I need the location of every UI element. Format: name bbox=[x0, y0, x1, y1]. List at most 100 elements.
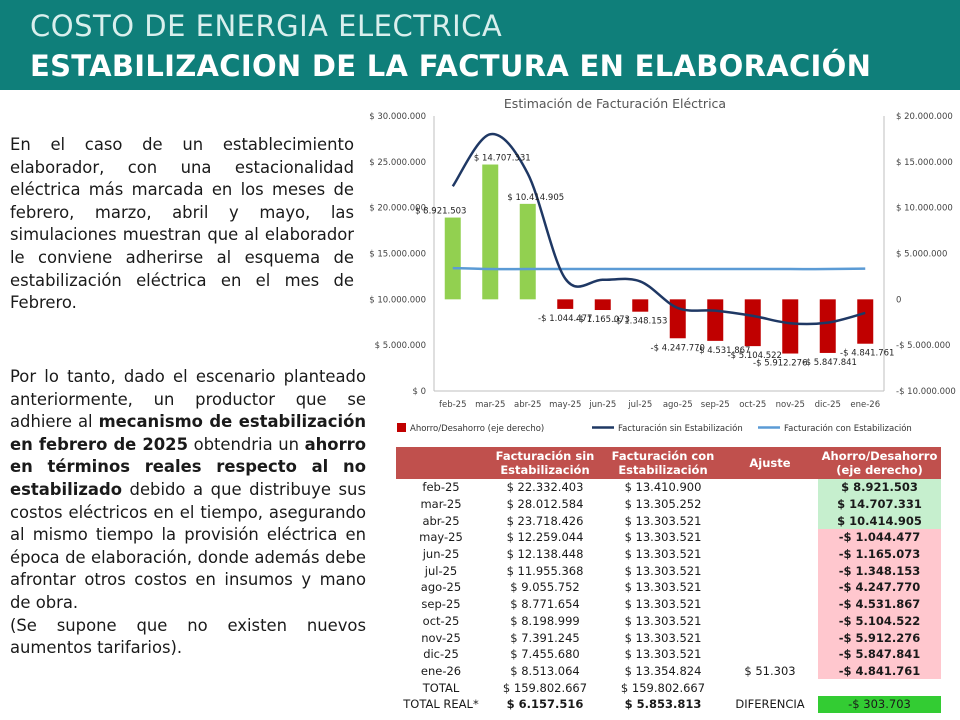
conclusion-bold-mechanism: mecanismo de estabilización en febrero d… bbox=[10, 412, 366, 454]
cell-con-estabilizacion: $ 13.303.521 bbox=[624, 513, 702, 528]
cell-con-estabilizacion: $ 13.303.521 bbox=[624, 547, 702, 562]
x-axis-tick: oct-25 bbox=[739, 400, 766, 410]
line-con-estabilizacion bbox=[452, 266, 866, 271]
cell-month: dic-25 bbox=[423, 647, 459, 662]
assumption-note: (Se supone que no existen nuevos aumento… bbox=[10, 615, 366, 658]
cell-total-real-sin: $ 6.157.516 bbox=[506, 697, 584, 712]
x-axis-tick: sep-25 bbox=[701, 400, 730, 410]
cell-ajuste bbox=[722, 546, 818, 563]
legend-swatch-ahorro bbox=[397, 423, 406, 432]
left-axis-tick: $ 15.000.000 bbox=[369, 250, 426, 260]
cell-ajuste bbox=[722, 613, 818, 630]
table-header-sin: Facturación sin Estabilización bbox=[486, 447, 604, 479]
data-label: $ 14.707.331 bbox=[474, 154, 531, 164]
cell-sin-estabilizacion: $ 7.391.245 bbox=[510, 630, 580, 645]
cell-con-estabilizacion: $ 13.305.252 bbox=[624, 497, 702, 512]
cell-ajuste bbox=[722, 579, 818, 596]
legend-label-sin: Facturación sin Estabilización bbox=[618, 423, 743, 434]
x-axis-tick: abr-25 bbox=[514, 400, 541, 410]
cell-total-label: TOTAL bbox=[422, 680, 460, 695]
cell-difference-value: -$ 303.703 bbox=[818, 695, 941, 713]
paragraph-conclusion: Por lo tanto, dado el escenario plantead… bbox=[10, 366, 366, 660]
left-axis-tick: $ 0 bbox=[412, 387, 426, 397]
right-axis-tick: $ 20.000.000 bbox=[896, 112, 953, 122]
cell-con-estabilizacion: $ 13.354.824 bbox=[624, 663, 702, 678]
bar-ahorro-desahorro bbox=[782, 299, 799, 354]
conclusion-bold-savings: ahorro en términos reales respecto al no… bbox=[10, 434, 366, 499]
cell-sin-estabilizacion: $ 8.198.999 bbox=[510, 613, 580, 628]
left-axis-tick: $ 20.000.000 bbox=[369, 204, 426, 214]
cell-ahorro: $ 8.921.503 bbox=[818, 479, 941, 496]
cell-sin-estabilizacion: $ 9.055.752 bbox=[510, 580, 580, 595]
cell-sin-estabilizacion: $ 12.138.448 bbox=[506, 547, 584, 562]
table-row: jun-25 $ 12.138.448 $ 13.303.521 -$ 1.165.0… bbox=[396, 545, 941, 563]
right-axis-tick: $ 10.000.000 bbox=[896, 204, 953, 214]
cell-ahorro: -$ 5.847.841 bbox=[818, 645, 941, 663]
cell-sin-estabilizacion: $ 28.012.584 bbox=[506, 497, 584, 512]
data-label: $ 8.921.503 bbox=[415, 207, 466, 217]
left-axis-tick: $ 10.000.000 bbox=[369, 295, 426, 305]
right-axis-tick: -$ 5.000.000 bbox=[896, 341, 950, 351]
table-header-ajuste: Ajuste bbox=[722, 447, 818, 479]
bar-ahorro-desahorro bbox=[632, 299, 649, 312]
cell-sin-estabilizacion: $ 22.332.403 bbox=[506, 480, 584, 495]
bar-ahorro-desahorro bbox=[707, 299, 724, 341]
bar-ahorro-desahorro bbox=[819, 299, 836, 353]
cell-ajuste bbox=[722, 646, 818, 663]
bar-ahorro-desahorro bbox=[519, 203, 536, 300]
data-label: -$ 5.847.841 bbox=[803, 358, 857, 368]
x-axis-tick: feb-25 bbox=[439, 400, 467, 410]
cell-total-sin: $ 159.802.667 bbox=[502, 680, 588, 695]
cell-total-real-con: $ 5.853.813 bbox=[624, 697, 702, 712]
cell-ahorro: $ 14.707.331 bbox=[818, 495, 941, 513]
title-line1: COSTO DE ENERGIA ELECTRICA bbox=[30, 9, 503, 43]
conclusion-text-a: Por lo tanto, dado el escenario plantead… bbox=[10, 367, 366, 432]
cell-ahorro: -$ 5.104.522 bbox=[818, 612, 941, 630]
x-axis-tick: ene-26 bbox=[850, 400, 880, 410]
cell-month: mar-25 bbox=[420, 497, 462, 512]
header-banner: COSTO DE ENERGIA ELECTRICA ESTABILIZACIO… bbox=[0, 0, 960, 90]
x-axis-tick: mar-25 bbox=[475, 400, 505, 410]
bar-ahorro-desahorro bbox=[482, 164, 499, 300]
table-header-row: Facturación sin Estabilización Facturaci… bbox=[396, 447, 941, 479]
chart-title: Estimación de Facturación Eléctrica bbox=[504, 96, 726, 111]
table-header-month bbox=[396, 447, 486, 479]
cell-ahorro: -$ 4.841.761 bbox=[818, 662, 941, 680]
cell-month: ene-26 bbox=[420, 663, 462, 678]
legend-label-ahorro: Ahorro/Desahorro (eje derecho) bbox=[410, 424, 544, 434]
bar-ahorro-desahorro bbox=[744, 299, 761, 347]
cell-sin-estabilizacion: $ 8.513.064 bbox=[510, 663, 580, 678]
table-row: sep-25 $ 8.771.654 $ 13.303.521 -$ 4.531.86… bbox=[396, 595, 941, 613]
cell-con-estabilizacion: $ 13.303.521 bbox=[624, 630, 702, 645]
x-axis-tick: ago-25 bbox=[663, 400, 693, 410]
table-row: dic-25 $ 7.455.680 $ 13.303.521 -$ 5.847.84… bbox=[396, 645, 941, 663]
cell-ahorro: -$ 4.247.770 bbox=[818, 579, 941, 596]
cell-ahorro: -$ 4.531.867 bbox=[818, 595, 941, 613]
cell-difference-label: DIFERENCIA bbox=[735, 697, 805, 712]
cell-ajuste bbox=[722, 529, 818, 546]
cell-sin-estabilizacion: $ 11.955.368 bbox=[506, 563, 584, 578]
billing-estimate-chart: Estimación de Facturación Eléctrica $ 0 $ … bbox=[369, 96, 956, 434]
cell-con-estabilizacion: $ 13.410.900 bbox=[624, 480, 702, 495]
data-label: $ 10.414.905 bbox=[507, 193, 564, 203]
cell-total-con: $ 159.802.667 bbox=[620, 680, 706, 695]
cell-ajuste bbox=[722, 629, 818, 646]
table-row-total-real: TOTAL REAL* $ 6.157.516 $ 5.853.813 DIFEREN… bbox=[396, 695, 941, 713]
x-axis-tick: jul-25 bbox=[627, 400, 652, 410]
bar-ahorro-desahorro bbox=[594, 299, 611, 311]
x-axis-tick: jun-25 bbox=[588, 400, 616, 410]
cell-total-real-label: TOTAL REAL* bbox=[403, 697, 479, 712]
bar-ahorro-desahorro bbox=[444, 217, 461, 300]
cell-con-estabilizacion: $ 13.303.521 bbox=[624, 530, 702, 545]
table-header-con: Facturación con Estabilización bbox=[604, 447, 722, 479]
cell-ajuste bbox=[722, 479, 818, 496]
x-axis-tick: dic-25 bbox=[815, 400, 841, 410]
data-label: -$ 4.531.867 bbox=[696, 346, 750, 356]
right-axis-tick: 0 bbox=[896, 295, 901, 305]
table-row: feb-25 $ 22.332.403 $ 13.410.900 $ 8.921.50… bbox=[396, 479, 941, 496]
data-label: -$ 4.247.770 bbox=[651, 343, 705, 353]
left-axis-tick: $ 30.000.000 bbox=[369, 112, 426, 122]
paragraph-intro: En el caso de un establecimiento elabora… bbox=[10, 135, 354, 313]
conclusion-text-e: debido a que distribuye sus costos eléct… bbox=[10, 479, 366, 612]
cell-con-estabilizacion: $ 13.303.521 bbox=[624, 580, 702, 595]
